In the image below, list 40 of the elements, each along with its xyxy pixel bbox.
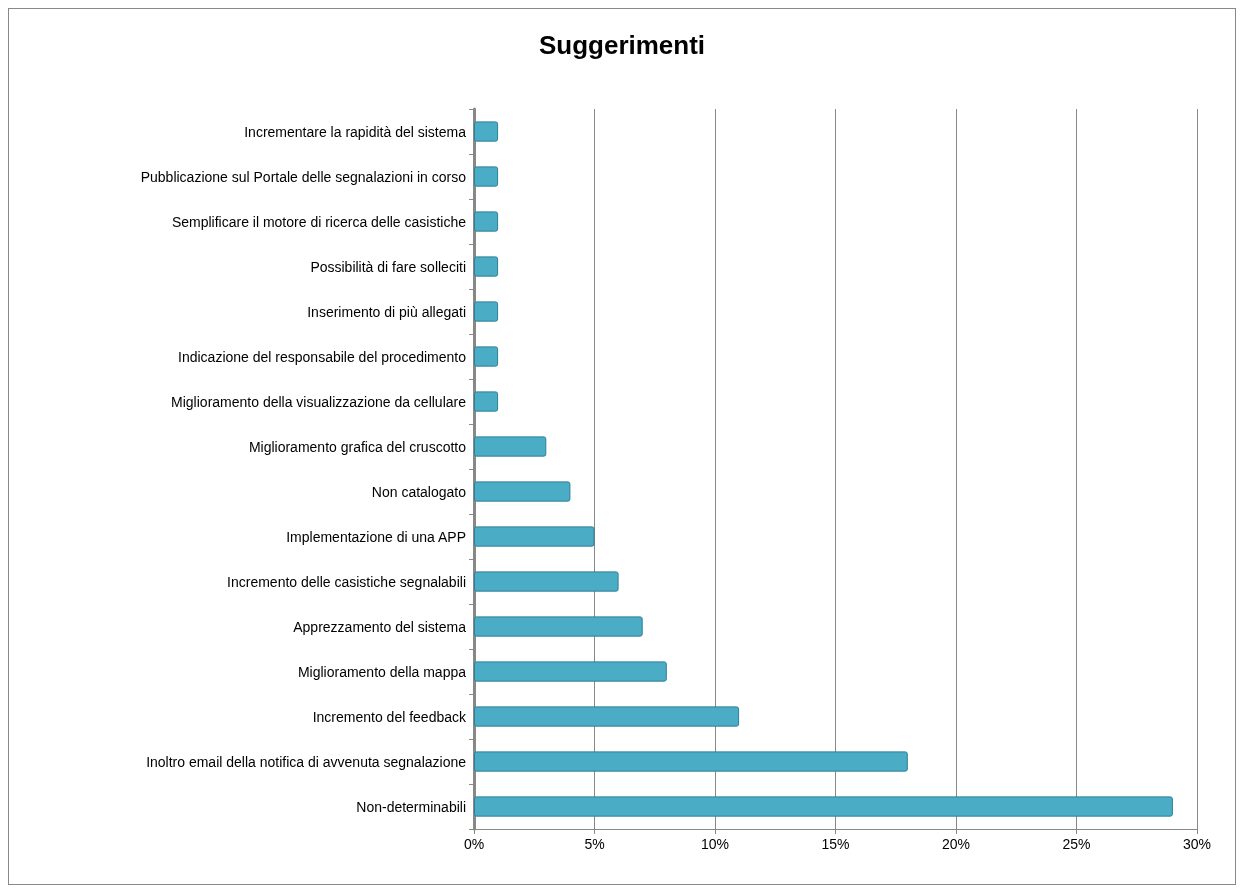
bar [474, 571, 619, 592]
bar [474, 481, 571, 502]
x-tick-label: 10% [700, 836, 730, 852]
x-tick-label: 5% [584, 836, 605, 852]
x-tick-label: 15% [821, 836, 850, 852]
chart-title: Suggerimenti [538, 30, 706, 60]
y-tick-label: Semplificare il motore di ricerca delle casistiche [171, 213, 467, 230]
bar [474, 616, 643, 637]
bar [474, 301, 499, 322]
bar [474, 526, 595, 547]
y-tick-label: Apprezzamento del sistema [293, 618, 467, 635]
y-tick-label: Inserimento di più allegati [307, 303, 466, 320]
y-tick-label: Miglioramento della visualizzazione da cellulare [171, 393, 467, 410]
y-tick-label: Implementazione di una APP [286, 528, 466, 545]
x-tick-label: 20% [941, 836, 971, 852]
bar [474, 211, 499, 232]
bar [474, 391, 499, 412]
y-tick-label: Incremento delle casistiche segnalabili [227, 573, 466, 590]
bar [474, 661, 667, 682]
x-tick-label: 0% [463, 836, 485, 852]
x-tick-label: 25% [1062, 836, 1091, 852]
bar [474, 796, 1173, 817]
x-tick-label: 30% [1182, 836, 1212, 852]
bar [474, 166, 499, 187]
y-tick-label: Incrementare la rapidità del sistema [244, 123, 467, 140]
bar [474, 256, 499, 277]
y-tick-label: Miglioramento grafica del cruscotto [248, 438, 467, 455]
y-tick-label: Miglioramento della mappa [297, 663, 467, 680]
y-tick-label: Pubblicazione sul Portale delle segnalazioni in corso [140, 168, 467, 185]
bar [474, 751, 908, 772]
bar [474, 346, 499, 367]
y-tick-label: Inoltro email della notifica di avvenuta segnalazione [146, 753, 467, 770]
bar [474, 436, 547, 457]
y-tick-label: Possibilità di fare solleciti [310, 258, 466, 275]
bar [474, 706, 740, 727]
bar [474, 121, 499, 142]
y-tick-label: Non catalogato [371, 483, 467, 500]
y-tick-label: Incremento del feedback [312, 708, 467, 725]
y-tick-label: Indicazione del responsabile del procedimento [178, 348, 467, 365]
y-tick-label: Non-determinabili [356, 798, 466, 815]
